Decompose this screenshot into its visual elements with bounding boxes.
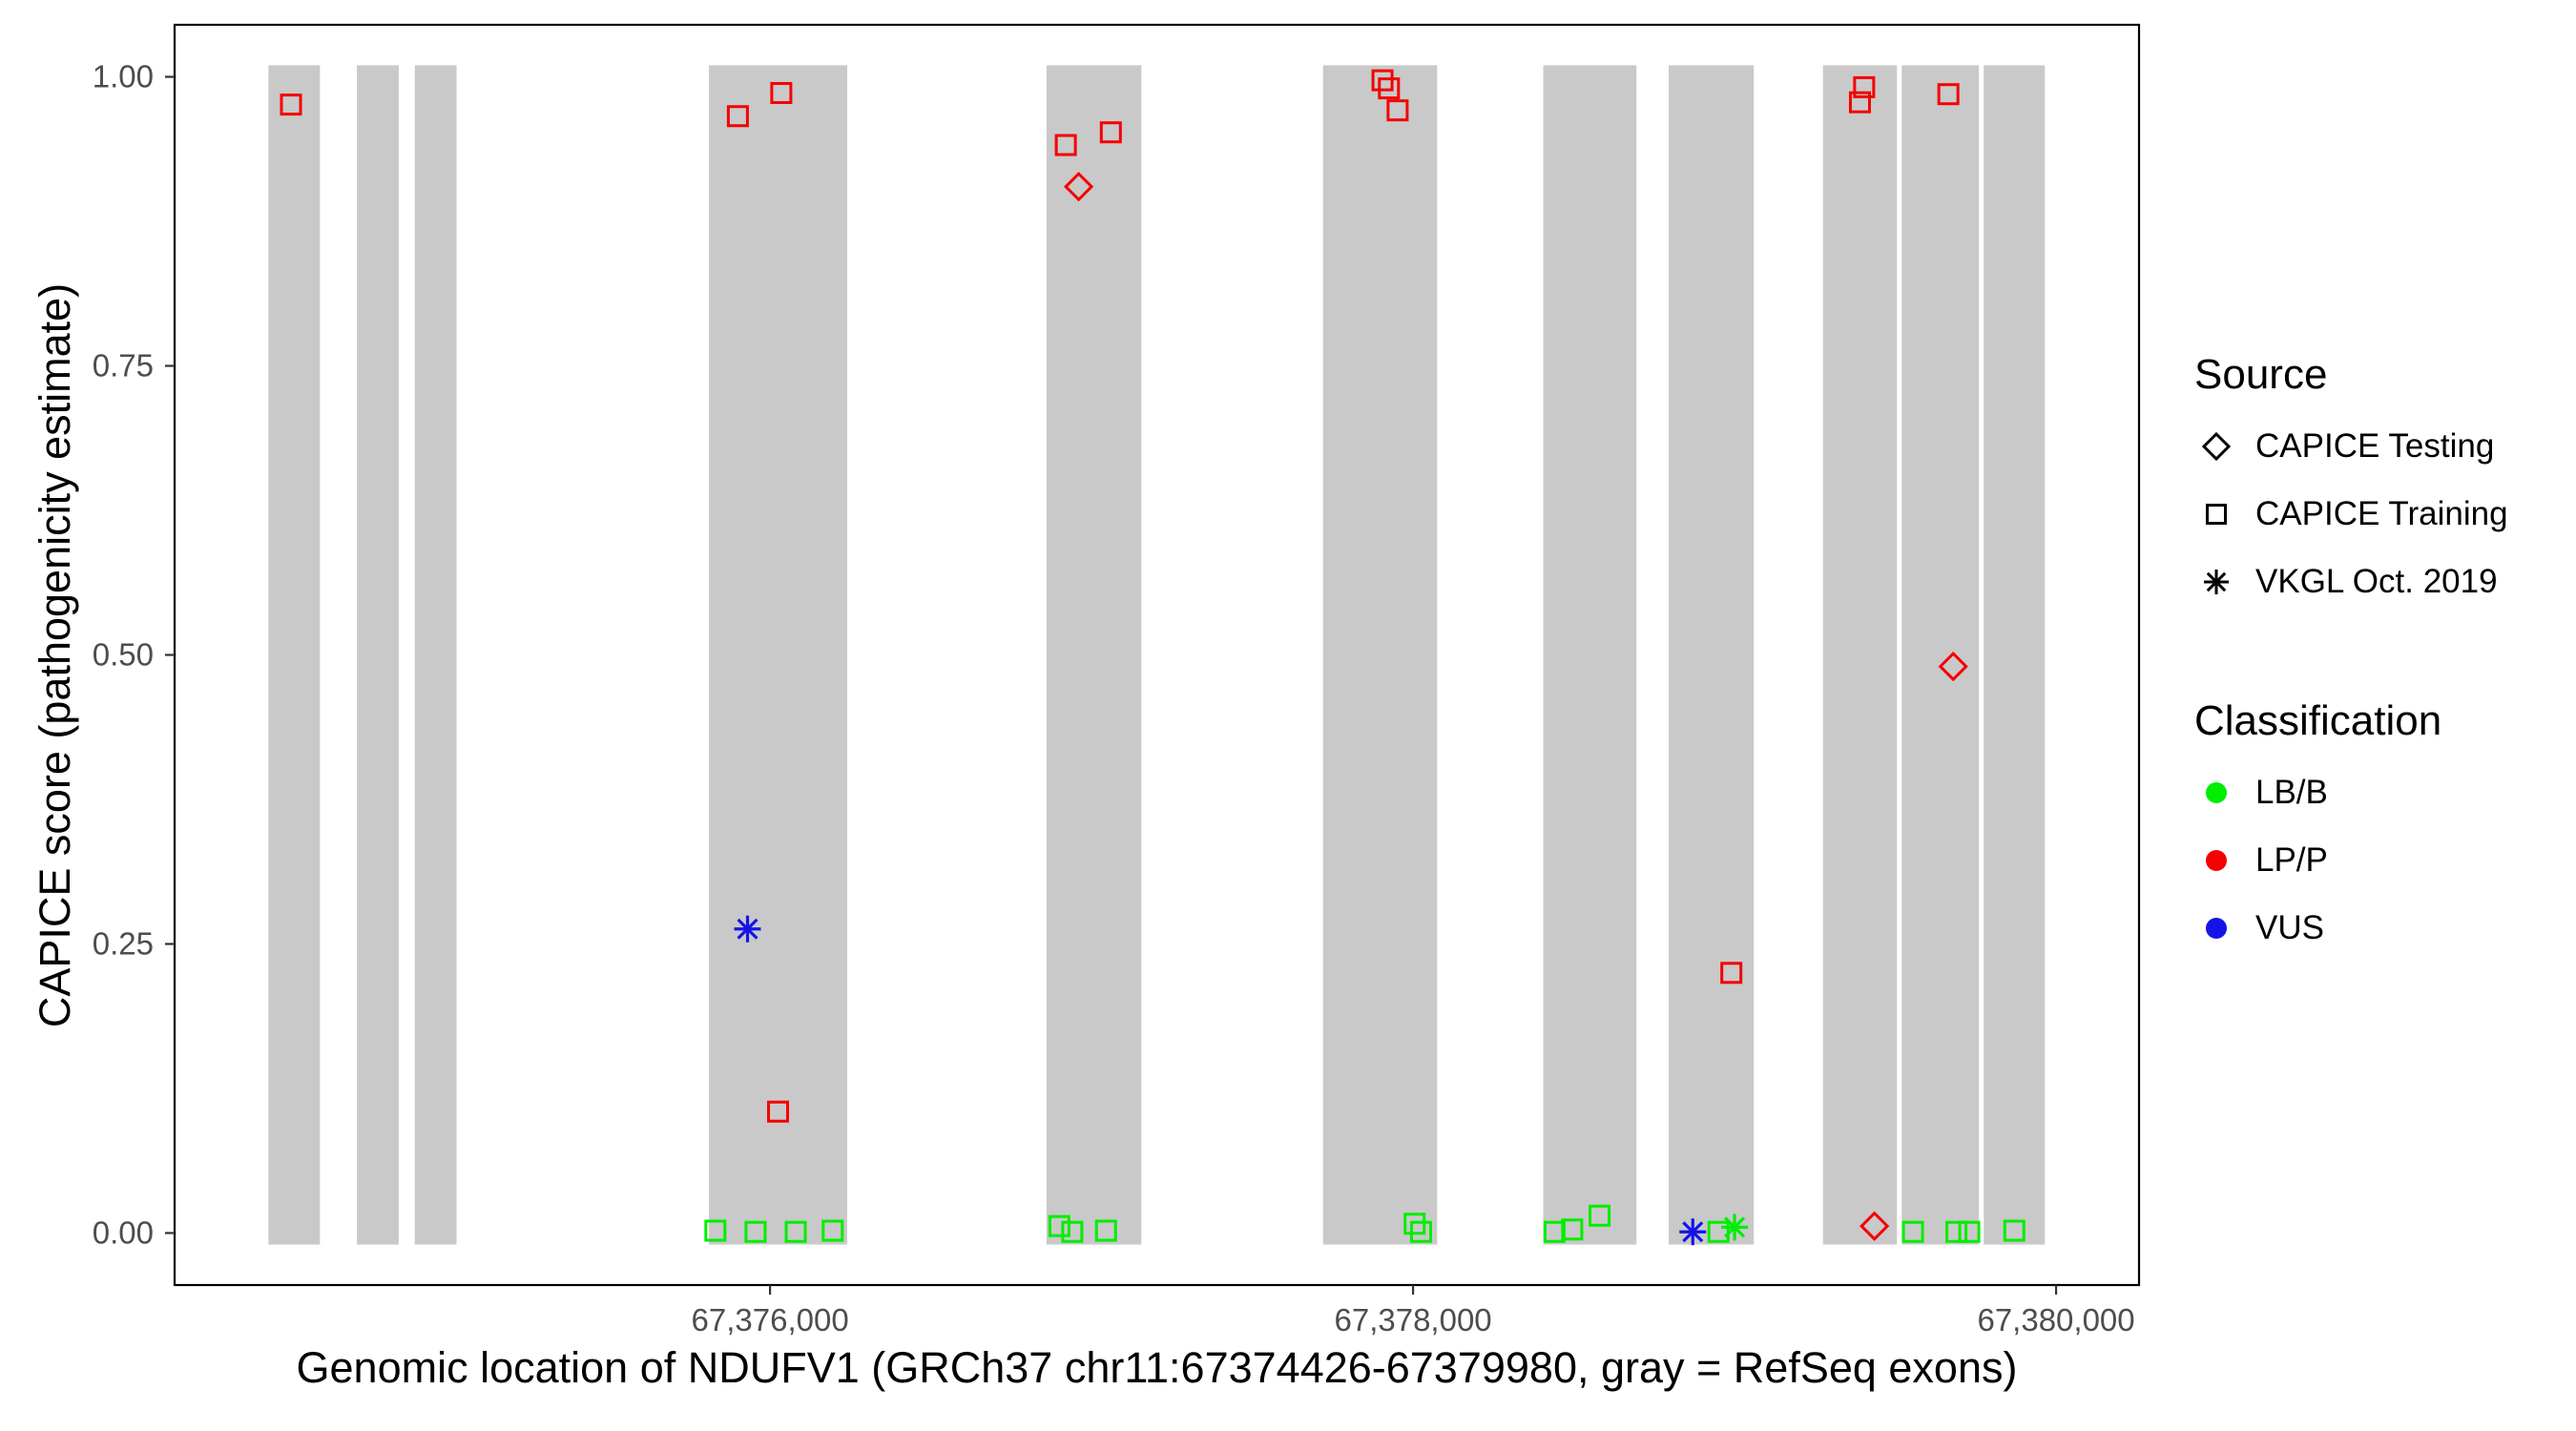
legend-label-lpp: LP/P xyxy=(2255,840,2328,879)
data-point-square xyxy=(1848,91,1871,114)
legend-label-vus: VUS xyxy=(2255,908,2324,946)
data-point-square xyxy=(1937,83,1960,106)
data-point-square xyxy=(821,1219,844,1242)
data-point-square xyxy=(1589,1204,1611,1227)
y-axis-title: CAPICE score (pathogenicity estimate) xyxy=(31,282,79,1028)
legend-item-lpp: LP/P xyxy=(2194,826,2508,894)
legend-label-capice-testing: CAPICE Testing xyxy=(2255,426,2495,465)
legend-item-vkgl: VKGL Oct. 2019 xyxy=(2194,548,2508,615)
data-point-square xyxy=(1378,77,1401,100)
exon-bar xyxy=(1822,65,1898,1245)
legend-title-source: Source xyxy=(2194,351,2328,398)
y-tick-label: 0.00 xyxy=(93,1214,154,1250)
data-point-diamond xyxy=(1063,172,1094,202)
data-point-square xyxy=(2003,1219,2025,1242)
legend-item-lbb: LB/B xyxy=(2194,758,2508,826)
y-tick-label: 1.00 xyxy=(93,59,154,94)
data-point-square xyxy=(726,105,749,128)
data-point-asterisk xyxy=(1679,1218,1707,1246)
exon-bar xyxy=(1322,65,1438,1245)
blue-dot-icon xyxy=(2194,906,2238,950)
exon-bar xyxy=(1984,65,2046,1245)
data-point-asterisk xyxy=(1721,1213,1749,1241)
data-point-square xyxy=(1061,1220,1084,1243)
exon-bar xyxy=(357,65,399,1245)
data-point-asterisk xyxy=(734,915,761,943)
legend-label-lbb: LB/B xyxy=(2255,773,2328,811)
square-open-icon xyxy=(2194,492,2238,536)
data-point-square xyxy=(280,93,302,116)
data-point-square xyxy=(1901,1220,1924,1243)
data-point-square xyxy=(1720,962,1743,985)
data-point-square xyxy=(744,1220,767,1243)
data-point-diamond xyxy=(1938,651,1968,682)
x-tick-label: 67,380,000 xyxy=(1977,1302,2134,1338)
x-tick-label: 67,378,000 xyxy=(1334,1302,1491,1338)
diamond-open-icon xyxy=(2194,425,2238,468)
asterisk-icon xyxy=(2194,560,2238,604)
data-point-square xyxy=(1945,1220,1968,1243)
data-point-square xyxy=(1561,1218,1584,1241)
data-point-square xyxy=(1371,69,1394,92)
y-tick-label: 0.75 xyxy=(93,348,154,384)
data-point-square xyxy=(1054,134,1077,156)
legend-label-vkgl: VKGL Oct. 2019 xyxy=(2255,562,2498,600)
legend-group-source: Source CAPICE Testing CAPICE Training xyxy=(2194,351,2508,615)
exon-bar xyxy=(1543,65,1637,1245)
legend-item-capice-training: CAPICE Training xyxy=(2194,480,2508,548)
data-point-square xyxy=(1048,1214,1070,1237)
data-point-square xyxy=(770,82,793,105)
legend-item-capice-testing: CAPICE Testing xyxy=(2194,412,2508,480)
exon-bar xyxy=(414,65,457,1245)
x-axis-title: Genomic location of NDUFV1 (GRCh37 chr11… xyxy=(296,1343,2018,1392)
data-point-square xyxy=(1403,1213,1426,1235)
y-tick-label: 0.25 xyxy=(93,925,154,961)
data-point-square xyxy=(1099,121,1122,144)
data-point-square xyxy=(767,1100,790,1123)
y-tick-label: 0.50 xyxy=(93,637,154,673)
data-point-square xyxy=(1853,75,1876,98)
x-tick-label: 67,376,000 xyxy=(692,1302,849,1338)
data-point-diamond xyxy=(1859,1211,1890,1241)
exon-bar xyxy=(268,65,321,1245)
data-point-square xyxy=(1410,1220,1433,1243)
legend-label-capice-training: CAPICE Training xyxy=(2255,494,2508,532)
legend: Source CAPICE Testing CAPICE Training xyxy=(2194,351,2508,962)
legend-item-vus: VUS xyxy=(2194,894,2508,962)
data-point-square xyxy=(784,1220,807,1243)
red-dot-icon xyxy=(2194,839,2238,882)
legend-title-classification: Classification xyxy=(2194,697,2442,744)
exon-bar xyxy=(1901,65,1980,1245)
exon-bar xyxy=(709,65,847,1245)
green-dot-icon xyxy=(2194,771,2238,815)
data-point-square xyxy=(1094,1219,1117,1242)
data-point-square xyxy=(704,1219,727,1242)
data-point-square xyxy=(1958,1220,1981,1243)
exon-bar xyxy=(1668,65,1755,1245)
exon-bar xyxy=(1046,65,1142,1245)
legend-group-classification: Classification LB/B LP/P VUS xyxy=(2194,697,2508,962)
data-point-square xyxy=(1386,99,1409,122)
